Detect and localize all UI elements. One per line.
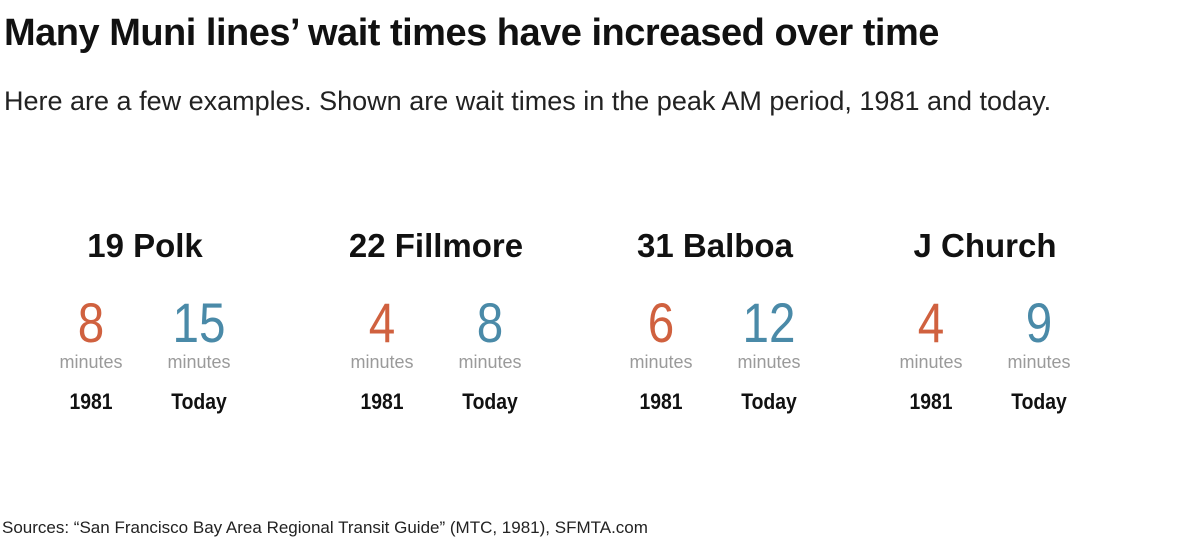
line-name: 22 Fillmore <box>348 227 524 264</box>
unit-label: minutes <box>59 352 123 372</box>
unit-label: minutes <box>350 352 414 372</box>
line-name: 19 Polk <box>87 227 203 264</box>
wait-time: 8 <box>476 291 504 354</box>
unit-label: minutes <box>167 352 231 372</box>
subtitle: Here are a few examples. Shown are wait … <box>4 86 1052 116</box>
source-note: Sources: “San Francisco Bay Area Regiona… <box>2 518 648 537</box>
period-label: Today <box>462 389 518 414</box>
line-name: 31 Balboa <box>637 227 793 264</box>
unit-label: minutes <box>737 352 801 372</box>
title: Many Muni lines’ wait times have increas… <box>4 12 939 54</box>
wait-time: 4 <box>368 291 396 354</box>
wait-time: 4 <box>917 291 945 354</box>
unit-label: minutes <box>458 352 522 372</box>
unit-label: minutes <box>899 352 963 372</box>
wait-time: 12 <box>742 291 796 354</box>
line-name: J Church <box>913 227 1057 264</box>
wait-time: 6 <box>647 291 675 354</box>
period-label: Today <box>741 389 797 414</box>
period-label: 1981 <box>909 389 953 414</box>
wait-time: 8 <box>77 291 105 354</box>
period-label: Today <box>171 389 227 414</box>
wait-time: 15 <box>172 291 226 354</box>
unit-label: minutes <box>629 352 693 372</box>
period-label: Today <box>1011 389 1067 414</box>
period-label: 1981 <box>69 389 113 414</box>
wait-time: 9 <box>1025 291 1053 354</box>
period-label: 1981 <box>360 389 404 414</box>
period-label: 1981 <box>639 389 683 414</box>
unit-label: minutes <box>1007 352 1071 372</box>
